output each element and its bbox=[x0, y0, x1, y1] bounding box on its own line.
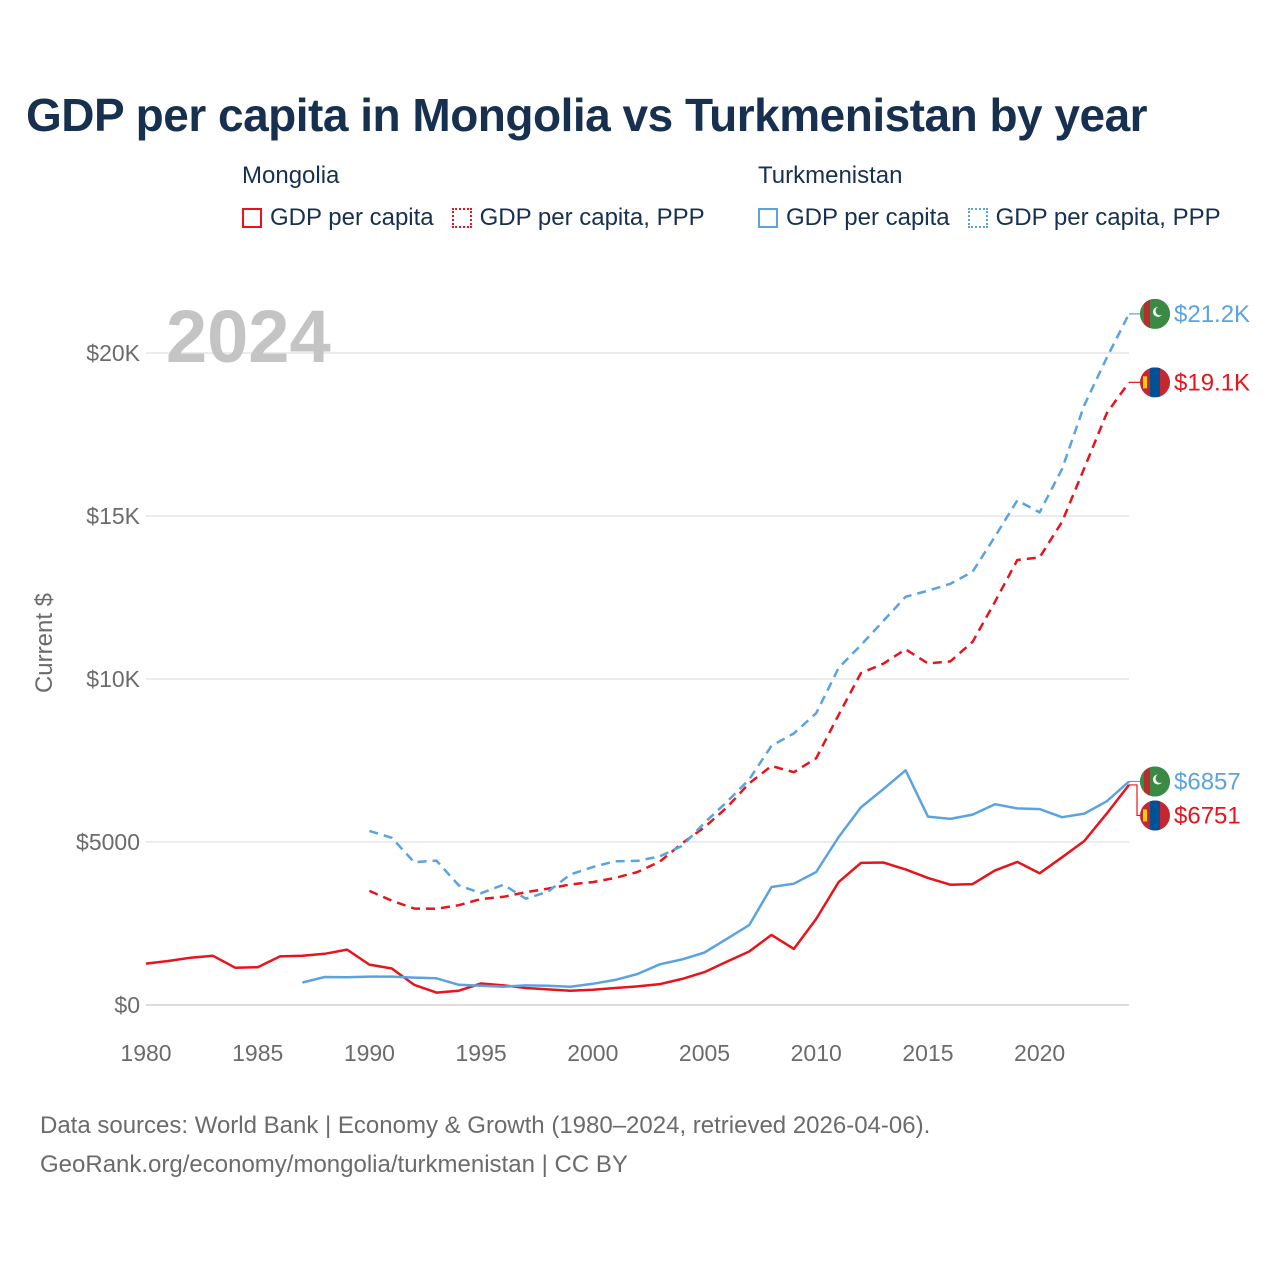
mongolia-flag-icon bbox=[1140, 367, 1170, 398]
x-tick-label: 2005 bbox=[679, 1040, 730, 1066]
y-tick-label: $5000 bbox=[76, 829, 140, 855]
end-value-label: $6857 bbox=[1174, 768, 1241, 795]
series-line[interactable] bbox=[145, 784, 1130, 994]
legend-item-turkmenistan-gdp[interactable]: GDP per capita bbox=[758, 204, 950, 232]
x-tick-label: 1990 bbox=[344, 1040, 395, 1066]
x-tick-label: 2000 bbox=[567, 1040, 618, 1066]
chart-title: GDP per capita in Mongolia vs Turkmenist… bbox=[26, 89, 1148, 141]
legend-item-mongolia-gdp-ppp[interactable]: GDP per capita, PPP bbox=[451, 204, 705, 232]
turkmenistan-flag-icon bbox=[1140, 298, 1170, 329]
x-tick-label: 1985 bbox=[232, 1040, 283, 1066]
solid-swatch-icon bbox=[758, 208, 778, 228]
y-tick-label: $10K bbox=[86, 666, 140, 692]
footer: Data sources: World Bank | Economy & Gro… bbox=[40, 1106, 930, 1184]
legend-country-label: Mongolia bbox=[242, 162, 340, 189]
series-line[interactable] bbox=[368, 381, 1131, 911]
end-label-leader bbox=[1129, 784, 1141, 817]
series-line[interactable] bbox=[369, 313, 1131, 900]
mongolia-flag-icon bbox=[1140, 800, 1170, 831]
end-value-label: $6751 bbox=[1174, 802, 1241, 829]
legend-turkmenistan: Turkmenistan GDP per capita GDP per capi… bbox=[758, 162, 1239, 232]
x-tick-label: 1980 bbox=[120, 1040, 171, 1066]
legend-item-turkmenistan-gdp-ppp[interactable]: GDP per capita, PPP bbox=[967, 204, 1221, 232]
turkmenistan-flag-icon bbox=[1140, 766, 1170, 797]
dotted-swatch-icon bbox=[451, 208, 472, 228]
dotted-swatch-icon bbox=[967, 208, 988, 228]
solid-swatch-icon bbox=[242, 208, 262, 228]
end-value-label: $19.1K bbox=[1174, 369, 1250, 396]
end-value-label: $21.2K bbox=[1174, 301, 1250, 328]
year-watermark: 2024 bbox=[166, 295, 331, 378]
y-tick-label: $15K bbox=[86, 503, 140, 529]
footer-link[interactable]: GeoRank.org/economy/mongolia/turkmenista… bbox=[40, 1151, 628, 1178]
x-tick-label: 2020 bbox=[1014, 1040, 1065, 1066]
y-tick-label: $20K bbox=[86, 340, 140, 366]
footer-source: Data sources: World Bank | Economy & Gro… bbox=[40, 1112, 931, 1139]
legend-item-label: GDP per capita, PPP bbox=[479, 204, 705, 231]
line-chart: 2024 $0 $5000 $10K $15K $20K 1980 1985 1990 199… bbox=[31, 295, 1250, 1066]
legend-mongolia: Mongolia GDP per capita GDP per capita, … bbox=[242, 162, 723, 232]
x-tick-label: 2015 bbox=[902, 1040, 953, 1066]
legend-item-label: GDP per capita bbox=[786, 204, 950, 231]
legend-item-label: GDP per capita bbox=[270, 204, 434, 231]
legend-country-label: Turkmenistan bbox=[758, 162, 903, 189]
x-tick-label: 2010 bbox=[791, 1040, 842, 1066]
y-axis-label: Current $ bbox=[31, 593, 58, 693]
x-tick-label: 1995 bbox=[456, 1040, 507, 1066]
legend-item-label: GDP per capita, PPP bbox=[995, 204, 1221, 231]
legend-item-mongolia-gdp[interactable]: GDP per capita bbox=[242, 204, 434, 232]
series-line[interactable] bbox=[302, 769, 1130, 988]
y-tick-label: $0 bbox=[114, 992, 140, 1018]
